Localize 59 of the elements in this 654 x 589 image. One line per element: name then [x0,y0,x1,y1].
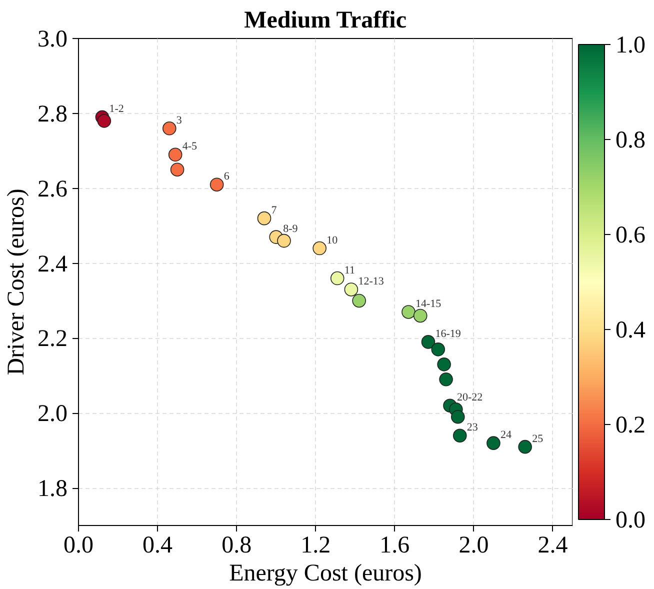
point [450,410,465,424]
x-tick-label: 2.0 [458,532,489,558]
point [312,241,326,256]
x-tick-label: 0.8 [222,532,252,558]
annotation: 3 [176,114,182,126]
color-bar-label: 0.0 [616,508,646,534]
annotation: 12-13 [358,275,384,288]
point [439,372,453,386]
color-bar-label: 0.8 [616,128,646,154]
point [421,335,436,349]
point [344,282,358,296]
y-tick-label: 2.6 [38,176,68,202]
y-tick-label: 2.2 [38,326,68,352]
point [352,294,366,308]
x-tick-label: 1.2 [300,532,331,558]
y-tick-label: 1.8 [38,476,68,502]
point [486,436,500,450]
point [168,148,182,162]
y-tick-label: 2.4 [38,251,68,278]
x-tick-label: 2.4 [538,532,568,558]
annotation: 24 [500,429,512,442]
color-bar-label: 0.2 [616,412,646,438]
point [257,211,272,226]
annotation: 23 [466,422,478,434]
annotation: 8-9 [283,223,298,236]
point [210,178,224,192]
point [330,271,344,286]
y-axis-title: Driver Cost (euros) [4,188,30,376]
annotation: 16-19 [435,328,462,340]
x-tick-label: 0.0 [64,532,94,558]
annotation: 20-22 [456,392,483,404]
annotation: 10 [326,234,338,246]
color-bar-label: 0.4 [616,318,646,344]
y-tick-label: 3.0 [38,26,68,52]
color-bar-label: 0.6 [616,222,646,248]
annotation: 6 [224,170,230,183]
point [437,358,451,372]
annotation: 1-2 [109,103,124,116]
point [402,305,416,319]
x-tick-label: 1.6 [380,532,410,558]
y-tick-label: 2.8 [38,101,68,128]
annotation: 7 [271,204,278,216]
point [170,162,184,177]
point [277,234,291,248]
annotation: 4-5 [182,140,198,153]
y-tick-label: 2.0 [38,401,68,428]
annotation: 14-15 [415,298,442,310]
point [413,308,428,323]
x-tick-label: 0.4 [142,532,173,558]
point [431,342,446,356]
annotation: 11 [344,264,355,276]
annotation: 25 [532,432,544,445]
color-bar-label: 1.0 [616,32,646,58]
point [97,114,112,128]
point [518,440,532,454]
chart-title: Medium Traffic [244,8,407,34]
point [162,122,176,136]
x-axis-title: Energy Cost (euros) [229,560,422,586]
point [452,428,467,442]
